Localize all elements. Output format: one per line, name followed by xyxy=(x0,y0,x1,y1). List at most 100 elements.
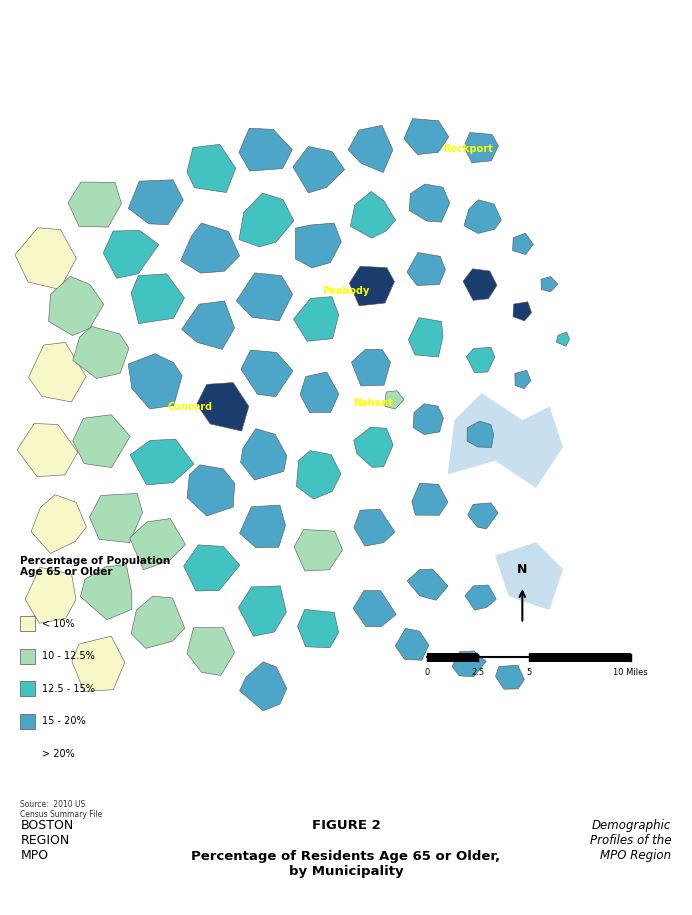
Polygon shape xyxy=(410,184,450,222)
Polygon shape xyxy=(131,597,185,649)
Polygon shape xyxy=(395,629,429,661)
Polygon shape xyxy=(197,382,249,431)
Polygon shape xyxy=(448,393,563,488)
Polygon shape xyxy=(407,569,448,600)
Polygon shape xyxy=(103,231,158,278)
Polygon shape xyxy=(131,274,185,324)
Polygon shape xyxy=(89,493,143,543)
Polygon shape xyxy=(385,391,404,409)
Polygon shape xyxy=(72,636,125,692)
Polygon shape xyxy=(353,590,397,627)
Polygon shape xyxy=(293,146,345,193)
Polygon shape xyxy=(349,266,394,306)
Text: 10 Miles: 10 Miles xyxy=(613,668,648,677)
Polygon shape xyxy=(464,133,498,163)
Text: Source:  2010 US
Census Summary File: Source: 2010 US Census Summary File xyxy=(21,800,102,819)
Text: BOSTON
REGION
MPO: BOSTON REGION MPO xyxy=(21,819,74,862)
Text: Peabody: Peabody xyxy=(322,286,370,296)
Polygon shape xyxy=(187,145,236,192)
Polygon shape xyxy=(181,223,239,273)
Polygon shape xyxy=(183,545,240,591)
Polygon shape xyxy=(128,180,183,224)
Polygon shape xyxy=(412,483,448,515)
Text: Demographic
Profiles of the
MPO Region: Demographic Profiles of the MPO Region xyxy=(590,819,671,862)
Polygon shape xyxy=(239,505,286,548)
Polygon shape xyxy=(354,510,395,546)
Polygon shape xyxy=(464,199,501,233)
Polygon shape xyxy=(129,519,185,570)
Polygon shape xyxy=(187,465,235,516)
Text: < 10%: < 10% xyxy=(42,619,75,629)
Polygon shape xyxy=(515,371,531,389)
Text: Rockport: Rockport xyxy=(443,144,493,154)
Polygon shape xyxy=(513,302,531,321)
Polygon shape xyxy=(408,318,443,357)
Text: FIGURE 2: FIGURE 2 xyxy=(311,819,381,833)
Polygon shape xyxy=(556,332,570,346)
Polygon shape xyxy=(241,429,287,480)
Text: 15 - 20%: 15 - 20% xyxy=(42,716,86,727)
Text: 10 - 12.5%: 10 - 12.5% xyxy=(42,651,95,662)
Polygon shape xyxy=(237,273,293,320)
Polygon shape xyxy=(73,414,130,468)
Bar xyxy=(529,653,631,662)
Polygon shape xyxy=(31,495,86,554)
Polygon shape xyxy=(239,128,292,171)
Polygon shape xyxy=(295,223,341,268)
Polygon shape xyxy=(495,543,563,610)
Text: 5: 5 xyxy=(527,668,531,677)
Polygon shape xyxy=(513,233,534,254)
Polygon shape xyxy=(495,665,525,689)
Polygon shape xyxy=(239,586,286,636)
Polygon shape xyxy=(468,503,498,529)
Polygon shape xyxy=(294,530,343,571)
Polygon shape xyxy=(80,565,132,619)
Text: Percentage of Residents Age 65 or Older,
by Municipality: Percentage of Residents Age 65 or Older,… xyxy=(192,850,500,877)
Polygon shape xyxy=(298,609,338,648)
Polygon shape xyxy=(467,421,493,447)
Polygon shape xyxy=(407,253,446,285)
Text: Nahant: Nahant xyxy=(353,398,393,408)
Polygon shape xyxy=(348,125,393,173)
Polygon shape xyxy=(465,585,496,610)
Polygon shape xyxy=(293,296,338,341)
Polygon shape xyxy=(350,191,396,238)
Bar xyxy=(21,747,35,761)
Bar xyxy=(428,653,478,662)
Text: Concord: Concord xyxy=(167,402,212,412)
Polygon shape xyxy=(73,327,129,379)
Text: 0: 0 xyxy=(425,668,430,677)
Polygon shape xyxy=(352,350,390,386)
Text: N: N xyxy=(517,563,527,576)
Polygon shape xyxy=(48,276,104,336)
Polygon shape xyxy=(239,662,286,711)
Polygon shape xyxy=(181,301,235,350)
Polygon shape xyxy=(239,193,294,247)
Polygon shape xyxy=(68,182,121,227)
Polygon shape xyxy=(128,354,182,409)
Polygon shape xyxy=(25,567,76,623)
Polygon shape xyxy=(466,347,495,372)
Text: 2.5: 2.5 xyxy=(472,668,485,677)
Polygon shape xyxy=(130,439,194,485)
Polygon shape xyxy=(404,119,449,155)
Polygon shape xyxy=(452,651,486,677)
Bar xyxy=(21,714,35,728)
Polygon shape xyxy=(300,372,339,413)
Polygon shape xyxy=(17,424,78,477)
Polygon shape xyxy=(354,427,393,468)
Polygon shape xyxy=(541,276,558,292)
Polygon shape xyxy=(463,269,497,300)
Polygon shape xyxy=(296,450,341,499)
Text: > 20%: > 20% xyxy=(42,748,75,759)
Polygon shape xyxy=(241,350,293,396)
Polygon shape xyxy=(15,228,76,289)
Bar xyxy=(21,649,35,663)
Polygon shape xyxy=(28,342,86,402)
Polygon shape xyxy=(187,628,235,675)
Text: Percentage of Population
Age 65 or Older: Percentage of Population Age 65 or Older xyxy=(21,555,171,577)
Polygon shape xyxy=(413,404,444,435)
Text: 12.5 - 15%: 12.5 - 15% xyxy=(42,684,95,694)
Bar xyxy=(21,681,35,696)
Bar xyxy=(21,616,35,631)
